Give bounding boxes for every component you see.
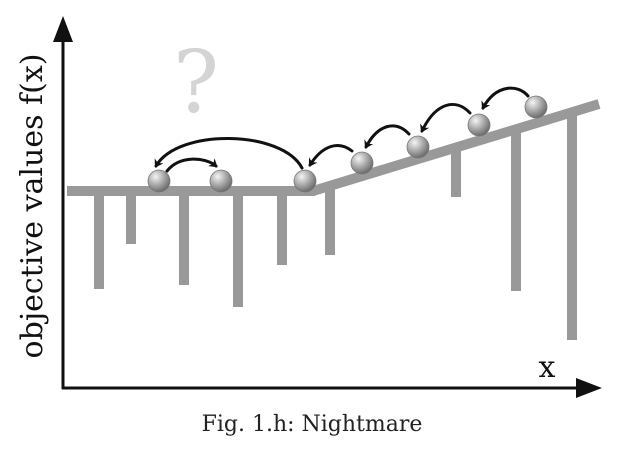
y-axis-arrowhead xyxy=(53,16,73,42)
step-arrow xyxy=(165,157,218,173)
spike xyxy=(567,115,577,340)
search-points xyxy=(147,95,548,193)
step-arrow xyxy=(154,137,304,170)
search-point xyxy=(524,95,548,119)
step-arrow xyxy=(308,144,354,167)
search-point xyxy=(467,113,491,137)
search-point xyxy=(209,169,233,193)
search-point xyxy=(293,169,317,193)
landscape-surface xyxy=(67,99,601,196)
x-axis-label: x xyxy=(539,350,556,385)
spike xyxy=(94,191,104,289)
landscape-spikes xyxy=(94,115,577,340)
spike xyxy=(451,150,461,197)
spike xyxy=(511,132,521,291)
spike xyxy=(233,191,243,307)
search-point xyxy=(406,135,430,159)
search-point xyxy=(350,151,374,175)
step-arrow xyxy=(420,103,472,133)
x-axis-arrowhead xyxy=(576,378,602,398)
search-point xyxy=(147,169,171,193)
step-arrow xyxy=(364,124,411,149)
axes xyxy=(53,16,602,398)
question-mark: ? xyxy=(173,33,219,133)
figure-caption: Fig. 1.h: Nightmare xyxy=(201,412,423,437)
spike xyxy=(179,191,189,285)
spike xyxy=(277,191,287,265)
spike xyxy=(126,191,136,244)
spike xyxy=(325,188,335,255)
search-steps xyxy=(154,86,530,173)
step-arrow xyxy=(481,86,530,110)
y-axis-label: objective values f(x) xyxy=(15,54,50,359)
